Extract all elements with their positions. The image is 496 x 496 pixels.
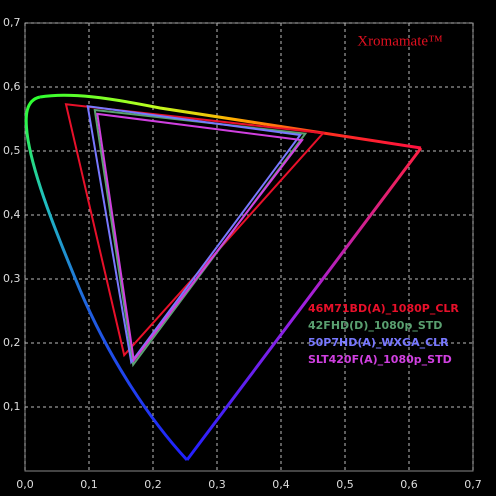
x-tick-label: 0,4	[272, 478, 290, 491]
y-tick-label: 0,1	[3, 400, 21, 413]
legend-label: 46M71BD(A)_1080P_CLR	[308, 302, 459, 315]
x-tick-label: 0,3	[208, 478, 226, 491]
x-tick-label: 0,7	[464, 478, 482, 491]
x-tick-label: 0,1	[80, 478, 98, 491]
y-tick-label: 0,2	[3, 336, 21, 349]
locus-top	[39, 93, 422, 150]
legend-label: 42FHD(D)_1080p_STD	[308, 319, 442, 332]
y-tick-label: 0,3	[3, 272, 21, 285]
x-tick-label: 0,0	[16, 478, 34, 491]
spectral-locus	[24, 93, 423, 462]
x-tick-label: 0,6	[400, 478, 418, 491]
y-tick-label: 0,4	[3, 208, 21, 221]
x-tick-label: 0,5	[336, 478, 354, 491]
gamut-triangle	[96, 112, 304, 363]
x-tick-label: 0,2	[144, 478, 162, 491]
locus-left	[24, 95, 189, 462]
gamut-triangle	[86, 105, 303, 365]
y-tick-label: 0,5	[3, 144, 21, 157]
y-tick-label: 0,6	[3, 80, 21, 93]
y-tick-label: 0,7	[3, 16, 21, 29]
legend-label: 50P7HD(A)_WXGA_CLR	[308, 336, 449, 349]
chart-title: Xromamate™	[357, 33, 443, 49]
line-of-purples	[185, 147, 423, 461]
legend-label: SLT420F(A)_1080p_STD	[308, 353, 452, 366]
